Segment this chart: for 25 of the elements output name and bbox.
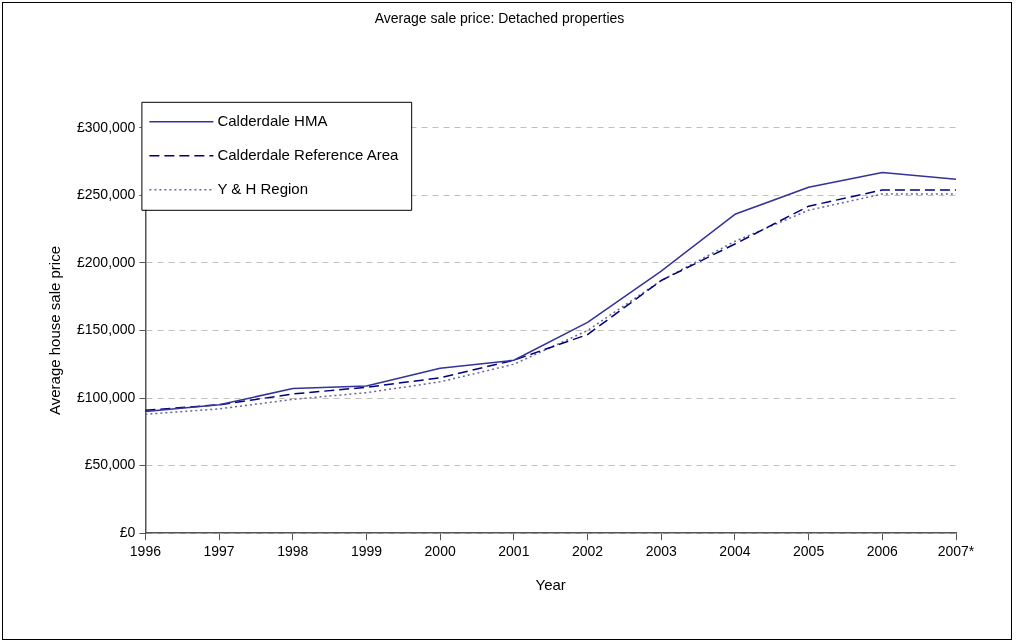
- x-tick-label: 2001: [498, 543, 530, 560]
- legend-label: Y & H Region: [217, 179, 308, 197]
- x-tick-label: 2004: [719, 543, 751, 560]
- y-tick-label: £100,000: [76, 388, 136, 405]
- y-tick-label: £50,000: [84, 456, 136, 473]
- x-tick-label: 2006: [866, 543, 899, 560]
- x-tick-label: 1997: [203, 543, 235, 560]
- legend-label: Calderdale HMA: [217, 111, 328, 129]
- x-tick-label: 2005: [793, 543, 825, 560]
- x-tick-label: 1999: [350, 543, 383, 560]
- x-tick-label: 2007*: [937, 543, 975, 560]
- y-tick-label: £150,000: [76, 321, 136, 338]
- x-axis-title: Year: [535, 576, 566, 594]
- y-tick-label: £0: [119, 524, 136, 541]
- x-tick-label: 1996: [129, 543, 162, 560]
- y-axis-title: Average house sale price: [46, 246, 64, 415]
- chart-title: Average sale price: Detached properties: [374, 10, 625, 27]
- x-tick-label: 2003: [645, 543, 678, 560]
- y-tick-label: £300,000: [76, 118, 136, 135]
- y-tick-label: £250,000: [76, 186, 136, 203]
- x-tick-label: 2002: [571, 543, 604, 560]
- x-tick-label: 1998: [277, 543, 309, 560]
- legend-label: Calderdale Reference Area: [217, 145, 399, 163]
- x-tick-label: 2000: [424, 543, 456, 560]
- y-tick-label: £200,000: [76, 253, 136, 270]
